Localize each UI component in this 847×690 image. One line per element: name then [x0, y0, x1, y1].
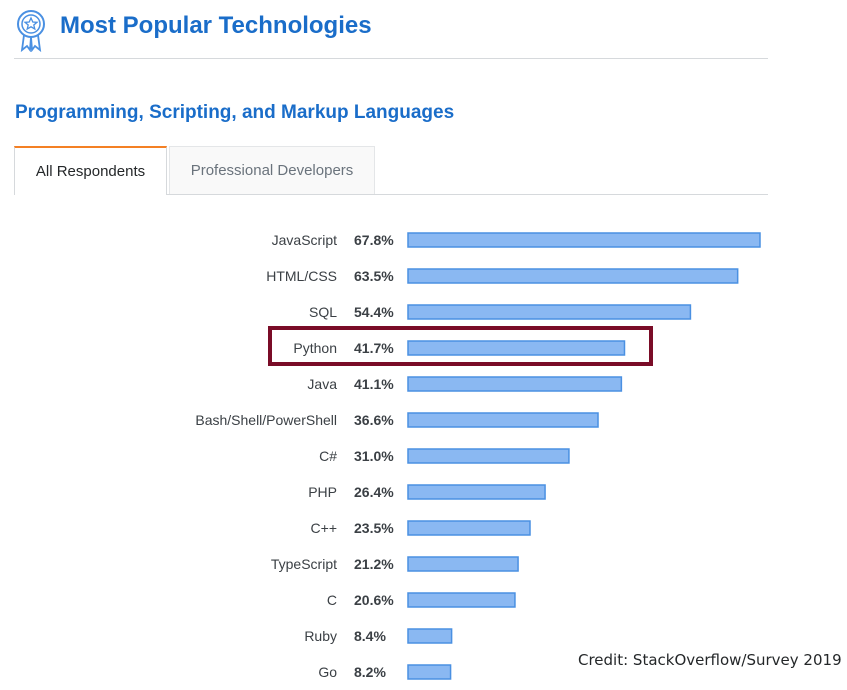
category-label-java: Java	[307, 376, 337, 392]
value-label-c: 20.6%	[354, 592, 394, 608]
bar-go[interactable]	[407, 664, 452, 680]
value-label-java: 41.1%	[354, 376, 394, 392]
tab-professional-developers[interactable]: Professional Developers	[169, 146, 375, 194]
bar-python[interactable]	[407, 340, 626, 356]
bar-c-[interactable]	[407, 448, 570, 464]
bar-java[interactable]	[407, 376, 623, 392]
value-label-go: 8.2%	[354, 664, 386, 680]
bar-php[interactable]	[407, 484, 546, 500]
section-subtitle: Programming, Scripting, and Markup Langu…	[15, 102, 455, 123]
python-highlight-box	[268, 326, 653, 366]
category-label-c-: C++	[311, 520, 337, 536]
value-label-html-css: 63.5%	[354, 268, 394, 284]
bar-typescript[interactable]	[407, 556, 519, 572]
category-label-ruby: Ruby	[304, 628, 337, 644]
bar-c[interactable]	[407, 592, 516, 608]
respondent-tabs: All Respondents Professional Developers	[14, 146, 768, 195]
bar-html-css[interactable]	[407, 268, 739, 284]
page-title: Most Popular Technologies	[60, 12, 372, 39]
languages-bar-chart: JavaScript 67.8% HTML/CSS 63.5% SQL 54.4% Pyth…	[195, 232, 761, 680]
bar-ruby[interactable]	[407, 628, 453, 644]
category-label-c-: C#	[319, 448, 337, 464]
value-label-javascript: 67.8%	[354, 232, 394, 248]
category-label-javascript: JavaScript	[272, 232, 337, 248]
award-badge-icon	[17, 10, 45, 52]
category-label-bash-shell-powershell: Bash/Shell/PowerShell	[195, 412, 337, 428]
category-label-go: Go	[318, 664, 337, 680]
category-label-python: Python	[293, 340, 337, 356]
value-label-c-: 23.5%	[354, 520, 394, 536]
value-label-typescript: 21.2%	[354, 556, 394, 572]
value-label-sql: 54.4%	[354, 304, 394, 320]
category-label-php: PHP	[308, 484, 337, 500]
value-label-python: 41.7%	[354, 340, 394, 356]
bar-javascript[interactable]	[407, 232, 761, 248]
credit-text: Credit: StackOverflow/Survey 2019	[578, 651, 842, 669]
category-label-html-css: HTML/CSS	[266, 268, 337, 284]
category-label-typescript: TypeScript	[271, 556, 337, 572]
bar-c-[interactable]	[407, 520, 531, 536]
category-label-c: C	[327, 592, 337, 608]
tab-all-respondents[interactable]: All Respondents	[14, 146, 167, 195]
value-label-php: 26.4%	[354, 484, 394, 500]
value-label-c-: 31.0%	[354, 448, 394, 464]
bar-bash-shell-powershell[interactable]	[407, 412, 599, 428]
value-label-ruby: 8.4%	[354, 628, 386, 644]
category-label-sql: SQL	[309, 304, 337, 320]
bar-sql[interactable]	[407, 304, 692, 320]
page-header: Most Popular Technologies	[14, 6, 768, 59]
value-label-bash-shell-powershell: 36.6%	[354, 412, 394, 428]
